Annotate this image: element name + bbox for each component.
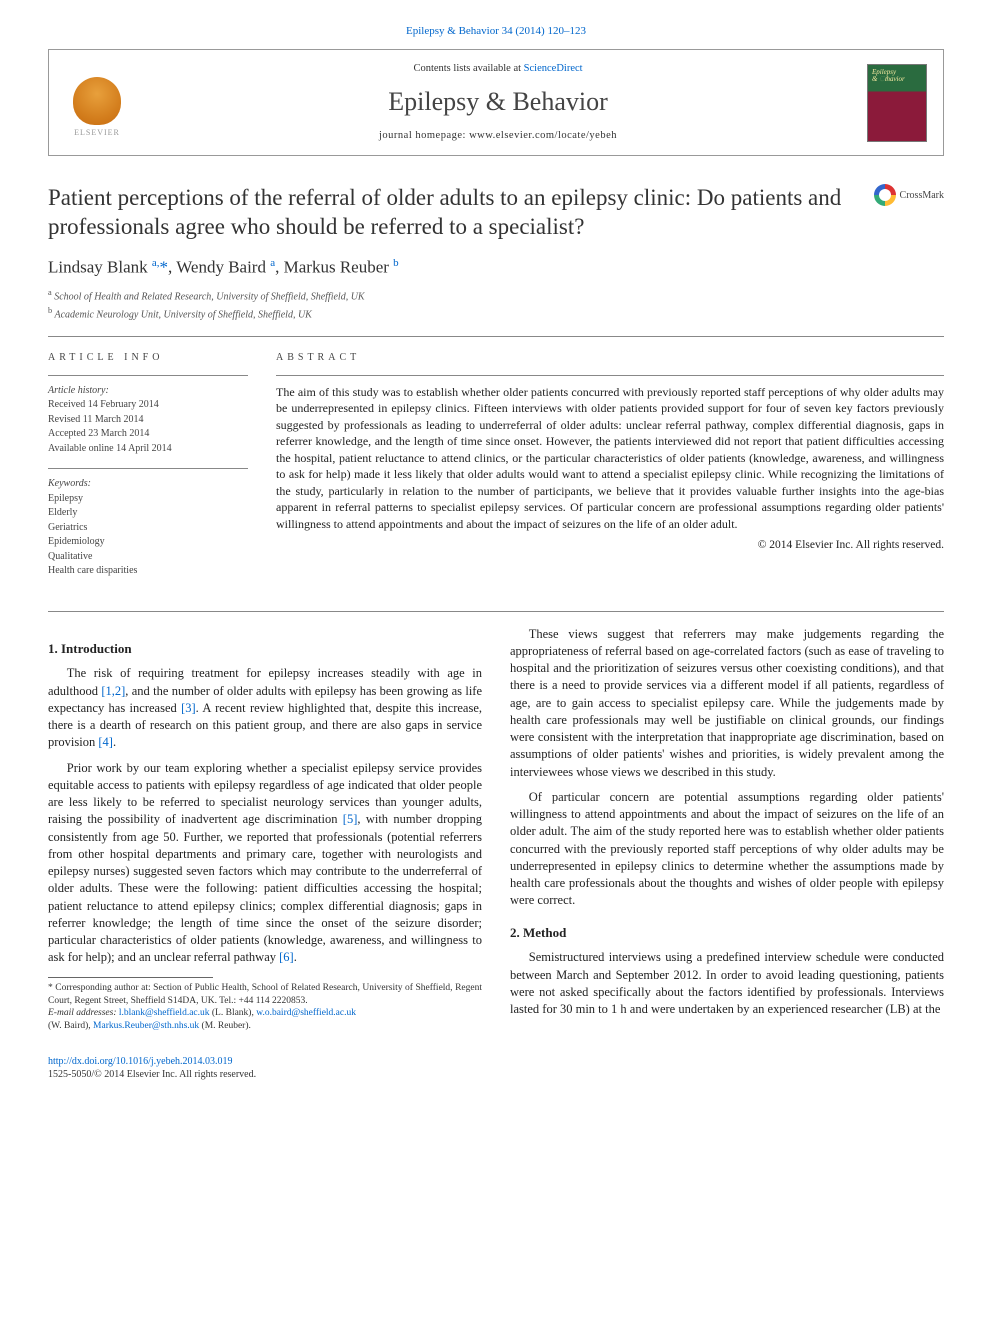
affiliation-b: b Academic Neurology Unit, University of…	[48, 305, 944, 322]
corresponding-author: * Corresponding author at: Section of Pu…	[48, 982, 482, 1008]
journal-cover-thumbnail	[867, 64, 927, 142]
keywords-block: Keywords: EpilepsyElderlyGeriatricsEpide…	[48, 477, 248, 579]
keywords-label: Keywords:	[48, 477, 248, 492]
footnote-rule	[48, 977, 213, 978]
ref-3[interactable]: [3]	[181, 701, 196, 715]
contents-available: Contents lists available at ScienceDirec…	[129, 62, 867, 76]
crossmark-label: CrossMark	[900, 189, 944, 203]
header-center: Contents lists available at ScienceDirec…	[129, 62, 867, 143]
ref-4[interactable]: [4]	[98, 735, 113, 749]
crossmark-icon	[874, 184, 896, 206]
body-columns: 1. Introduction The risk of requiring tr…	[48, 626, 944, 1033]
crossmark-badge[interactable]: CrossMark	[874, 184, 944, 206]
abstract-copyright: © 2014 Elsevier Inc. All rights reserved…	[276, 538, 944, 554]
intro-p4: Of particular concern are potential assu…	[510, 789, 944, 910]
accepted-date: Accepted 23 March 2014	[48, 427, 248, 442]
elsevier-tree-icon	[73, 77, 121, 125]
ref-5[interactable]: [5]	[343, 812, 358, 826]
divider-rule-2	[48, 611, 944, 612]
doi-link[interactable]: http://dx.doi.org/10.1016/j.yebeh.2014.0…	[48, 1056, 233, 1067]
divider-rule	[48, 336, 944, 337]
intro-p3: These views suggest that referrers may m…	[510, 626, 944, 781]
journal-ref-link[interactable]: Epilepsy & Behavior 34 (2014) 120–123	[406, 25, 586, 37]
info-rule	[48, 375, 248, 376]
info-abstract-row: ARTICLE INFO Article history: Received 1…	[48, 351, 944, 591]
intro-p1: The risk of requiring treatment for epil…	[48, 665, 482, 751]
revised-date: Revised 11 March 2014	[48, 413, 248, 428]
abstract-text: The aim of this study was to establish w…	[276, 384, 944, 533]
elsevier-logo: ELSEVIER	[65, 67, 129, 139]
abstract-label: ABSTRACT	[276, 351, 944, 365]
footnotes: * Corresponding author at: Section of Pu…	[48, 982, 482, 1033]
journal-reference: Epilepsy & Behavior 34 (2014) 120–123	[48, 24, 944, 39]
section-2-heading: 2. Method	[510, 924, 944, 942]
method-p1: Semistructured interviews using a predef…	[510, 949, 944, 1018]
publisher-name: ELSEVIER	[74, 128, 120, 139]
email-blank[interactable]: l.blank@sheffield.ac.uk	[119, 1008, 210, 1018]
ref-1-2[interactable]: [1,2]	[101, 684, 125, 698]
sciencedirect-link[interactable]: ScienceDirect	[524, 63, 583, 74]
history-label: Article history:	[48, 384, 248, 399]
homepage-url[interactable]: www.elsevier.com/locate/yebeh	[469, 130, 617, 141]
homepage-label: journal homepage:	[379, 130, 469, 141]
intro-p2: Prior work by our team exploring whether…	[48, 760, 482, 967]
article-info-label: ARTICLE INFO	[48, 351, 248, 365]
article-history: Article history: Received 14 February 20…	[48, 384, 248, 457]
section-1-heading: 1. Introduction	[48, 640, 482, 658]
ref-6[interactable]: [6]	[279, 950, 294, 964]
authors: Lindsay Blank a,*, Wendy Baird a, Markus…	[48, 256, 944, 280]
email-addresses: E-mail addresses: l.blank@sheffield.ac.u…	[48, 1007, 482, 1033]
journal-homepage: journal homepage: www.elsevier.com/locat…	[129, 129, 867, 143]
issn-copyright: 1525-5050/© 2014 Elsevier Inc. All right…	[48, 1069, 256, 1080]
journal-title: Epilepsy & Behavior	[129, 84, 867, 119]
contents-prefix: Contents lists available at	[413, 63, 523, 74]
abstract-col: ABSTRACT The aim of this study was to es…	[276, 351, 944, 591]
journal-header: ELSEVIER Contents lists available at Sci…	[48, 49, 944, 156]
article-title: Patient perceptions of the referral of o…	[48, 184, 858, 242]
article-info-col: ARTICLE INFO Article history: Received 1…	[48, 351, 248, 591]
affiliation-a: a School of Health and Related Research,…	[48, 287, 944, 304]
affiliations: a School of Health and Related Research,…	[48, 287, 944, 322]
title-row: Patient perceptions of the referral of o…	[48, 184, 944, 242]
keywords-list: EpilepsyElderlyGeriatricsEpidemiologyQua…	[48, 492, 248, 579]
email-reuber[interactable]: Markus.Reuber@sth.nhs.uk	[93, 1021, 199, 1031]
received-date: Received 14 February 2014	[48, 398, 248, 413]
page-footer: http://dx.doi.org/10.1016/j.yebeh.2014.0…	[48, 1055, 944, 1082]
email-baird[interactable]: w.o.baird@sheffield.ac.uk	[256, 1008, 356, 1018]
online-date: Available online 14 April 2014	[48, 442, 248, 457]
abstract-rule	[276, 375, 944, 376]
info-rule-2	[48, 468, 248, 469]
